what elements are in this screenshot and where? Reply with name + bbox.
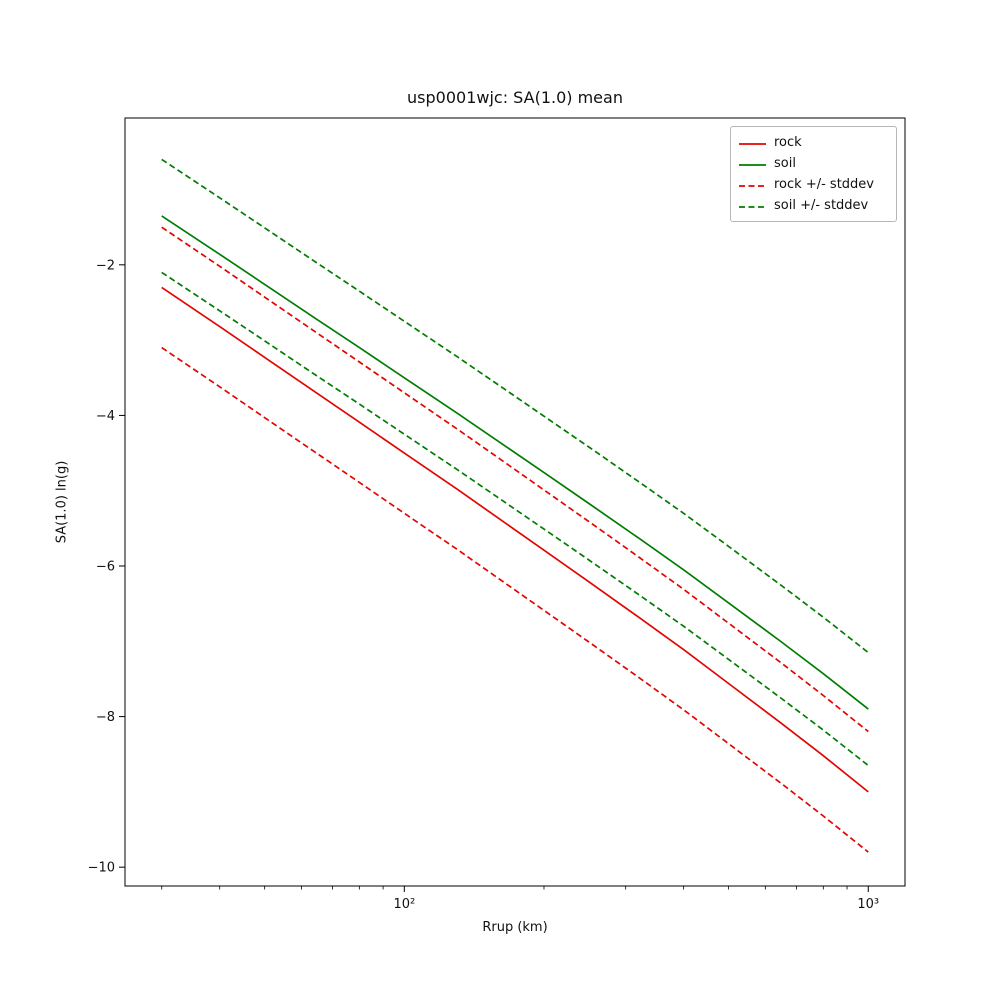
legend-item-soil-stddev: soil +/- stddev [739,195,887,216]
x-tick-label: 10² [393,897,415,912]
soil-mean-line [161,215,869,710]
y-tick-label: −8 [96,710,115,725]
x-axis-label: Rrup (km) [482,920,548,935]
legend: rock soil rock +/- stddev soil +/- stdde… [730,126,897,222]
soil-plus-stddev-line [161,158,869,654]
rock-minus-stddev-line [161,346,869,853]
chart-title: usp0001wjc: SA(1.0) mean [407,88,623,107]
rock-plus-stddev-line [161,226,869,733]
legend-label-soil-stddev: soil +/- stddev [774,198,869,213]
legend-label-rock: rock [774,135,802,150]
legend-item-soil: soil [739,153,887,174]
soil-line-sample [739,157,766,171]
legend-item-rock: rock [739,132,887,153]
legend-label-soil: soil [774,156,796,171]
axes-frame [124,117,906,887]
legend-item-rock-stddev: rock +/- stddev [739,174,887,195]
rock-line-sample [739,136,766,150]
rock-mean-line [161,286,869,793]
soil-stddev-line-sample [739,199,766,213]
soil-minus-stddev-line [161,271,869,767]
rock-stddev-line-sample [739,178,766,192]
y-tick-label: −2 [96,258,115,273]
y-tick-label: −10 [88,861,115,876]
x-tick-label: 10³ [857,897,879,912]
y-tick-label: −4 [96,409,115,424]
y-tick-label: −6 [96,560,115,575]
legend-label-rock-stddev: rock +/- stddev [774,177,874,192]
